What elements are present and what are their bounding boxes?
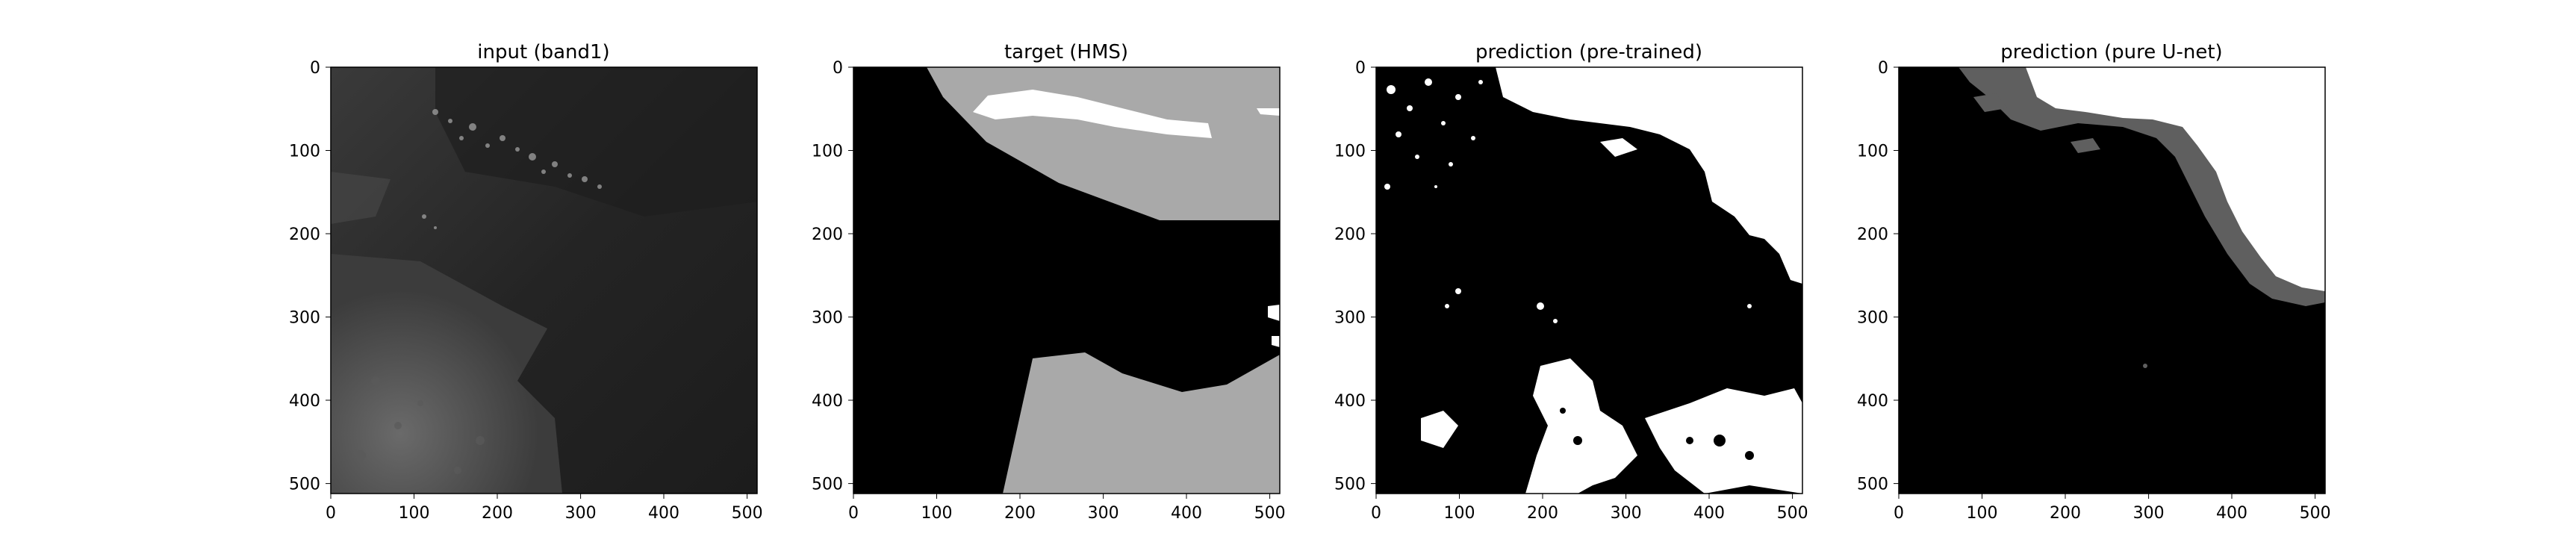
x-tick-label: 200 (482, 504, 513, 523)
y-tick-label: 200 (812, 225, 843, 244)
panel-title: prediction (pure U-net) (2000, 41, 2222, 63)
x-tick-label: 500 (2300, 504, 2331, 523)
x-tick-label: 500 (1254, 504, 1286, 523)
x-axis: 0 100 200 300 400 500 (848, 494, 1286, 523)
y-tick-label: 100 (1334, 143, 1366, 161)
panel-target-hms: target (HMS) 0 100 200 300 400 (812, 41, 1286, 523)
y-axis: 0 100 200 300 400 500 (1334, 59, 1376, 494)
x-tick-label: 200 (1004, 504, 1036, 523)
y-tick-label: 300 (1334, 309, 1366, 328)
y-tick-label: 400 (1857, 392, 1888, 411)
y-tick-label: 300 (812, 309, 843, 328)
y-axis: 0 100 200 300 400 500 (812, 59, 853, 494)
y-tick-label: 100 (1857, 143, 1888, 161)
x-tick-label: 400 (1693, 504, 1725, 523)
y-tick-label: 500 (289, 476, 320, 494)
panel-prediction-pure-unet: prediction (pure U-net) 0 100 200 300 40… (1857, 41, 2331, 523)
y-tick-label: 300 (1857, 309, 1888, 328)
y-tick-label: 400 (1334, 392, 1366, 411)
x-tick-label: 0 (1371, 504, 1381, 523)
x-tick-label: 300 (2133, 504, 2165, 523)
y-tick-label: 200 (1857, 225, 1888, 244)
y-axis: 0 100 200 300 400 500 (289, 59, 331, 494)
x-axis: 0 100 200 300 400 500 (1894, 494, 2331, 523)
x-tick-label: 0 (848, 504, 859, 523)
x-tick-label: 100 (1967, 504, 1998, 523)
x-tick-label: 300 (565, 504, 597, 523)
x-tick-label: 100 (1444, 504, 1475, 523)
y-tick-label: 500 (1334, 476, 1366, 494)
x-tick-label: 0 (326, 504, 336, 523)
y-tick-label: 400 (289, 392, 320, 411)
y-tick-label: 100 (289, 143, 320, 161)
y-tick-label: 200 (289, 225, 320, 244)
y-tick-label: 200 (1334, 225, 1366, 244)
y-tick-label: 500 (1857, 476, 1888, 494)
x-tick-label: 200 (1527, 504, 1558, 523)
x-tick-label: 500 (732, 504, 763, 523)
x-tick-label: 100 (399, 504, 430, 523)
input-image (331, 67, 757, 494)
x-axis: 0 100 200 300 400 500 (1371, 494, 1808, 523)
x-tick-label: 500 (1777, 504, 1808, 523)
x-tick-label: 200 (2050, 504, 2081, 523)
x-tick-label: 400 (648, 504, 679, 523)
y-tick-label: 0 (833, 59, 843, 78)
y-tick-label: 0 (310, 59, 320, 78)
y-tick-label: 0 (1878, 59, 1888, 78)
y-tick-label: 100 (812, 143, 843, 161)
x-tick-label: 400 (1171, 504, 1202, 523)
panel-title: target (HMS) (1004, 41, 1128, 63)
x-tick-label: 300 (1088, 504, 1119, 523)
y-tick-label: 400 (812, 392, 843, 411)
x-tick-label: 300 (1611, 504, 1642, 523)
target-mask-image (853, 67, 1280, 494)
panel-prediction-pretrained: prediction (pre-trained) (1334, 41, 1808, 523)
x-tick-label: 100 (921, 504, 953, 523)
panel-title: prediction (pre-trained) (1475, 41, 1702, 63)
y-axis: 0 100 200 300 400 500 (1857, 59, 1899, 494)
pretrained-mask-image (1376, 67, 1802, 494)
y-tick-label: 500 (812, 476, 843, 494)
x-axis: 0 100 200 300 400 500 (326, 494, 763, 523)
panel-title: input (band1) (477, 41, 609, 63)
y-tick-label: 0 (1355, 59, 1366, 78)
x-tick-label: 400 (2216, 504, 2247, 523)
unet-mask-image (1899, 67, 2325, 494)
panel-input-band1: input (band1) (289, 41, 763, 523)
y-tick-label: 300 (289, 309, 320, 328)
x-tick-label: 0 (1894, 504, 1904, 523)
